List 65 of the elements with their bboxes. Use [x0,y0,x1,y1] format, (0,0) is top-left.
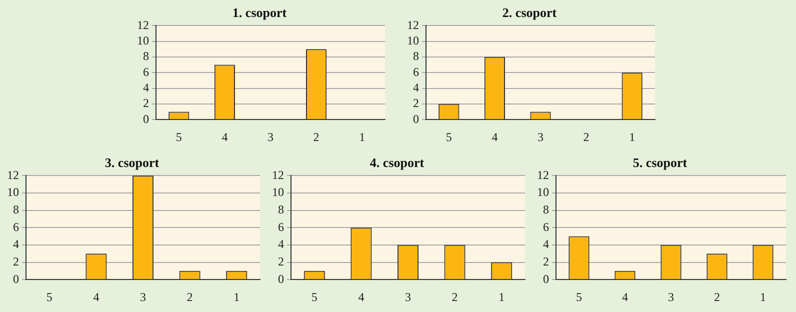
y-tick-label: 6 [413,64,419,79]
y-tick-label: 8 [13,202,19,216]
x-tick-label: 2 [714,290,720,304]
y-tick-label: 4 [413,80,419,94]
y-tick-label: 12 [272,168,284,182]
x-tick-label: 5 [446,130,452,144]
x-tick-label: 5 [176,130,182,144]
y-tick-label: 12 [7,168,19,182]
y-tick-label: 4 [143,80,149,94]
x-tick-label: 5 [46,290,52,304]
y-tick-label: 6 [13,220,19,234]
y-tick-label: 2 [413,96,419,110]
y-tick-label: 10 [7,185,19,200]
x-tick-label: 3 [140,290,146,304]
x-tick-label: 4 [492,130,498,144]
x-tick-label: 2 [583,130,590,144]
x-tick-label: 4 [358,290,364,304]
y-tick-label: 10 [407,33,419,48]
y-tick-label: 4 [13,237,19,252]
y-tick-label: 2 [13,254,19,268]
y-tick-label: 6 [143,64,149,79]
y-tick-label: 2 [143,96,149,110]
y-tick-label: 8 [543,202,549,216]
x-tick-label: 1 [498,290,505,304]
y-tick-label: 4 [278,237,284,252]
y-tick-label: 10 [137,33,149,48]
y-tick-label: 12 [407,18,419,32]
x-tick-label: 1 [760,290,766,304]
x-tick-label: 3 [268,130,274,144]
y-tick-label: 0 [543,272,549,286]
y-tick-label: 2 [543,254,549,268]
x-tick-label: 4 [622,290,628,304]
x-tick-label: 3 [538,130,544,144]
y-tick-label: 4 [543,237,549,252]
x-tick-label: 2 [186,290,193,304]
chart-title: 5. csoport [632,155,688,170]
x-tick-label: 5 [311,290,318,304]
chart-title: 3. csoport [104,155,160,170]
y-tick-label: 10 [272,185,284,200]
x-tick-label: 3 [405,290,411,304]
y-tick-label: 0 [278,272,284,286]
y-tick-label: 0 [413,112,419,126]
y-tick-label: 8 [143,49,149,64]
y-tick-label: 0 [13,272,19,286]
x-tick-label: 5 [576,290,582,304]
y-tick-label: 2 [278,254,284,268]
x-tick-label: 2 [452,290,458,304]
x-tick-label: 4 [93,290,100,304]
chart-title: 1. csoport [232,5,288,20]
chart-title: 4. csoport [370,155,425,170]
y-tick-label: 10 [537,185,549,200]
x-tick-label: 1 [629,130,636,144]
x-tick-label: 2 [313,130,320,144]
y-tick-label: 12 [137,18,149,32]
x-tick-label: 3 [668,290,674,304]
x-tick-label: 1 [359,130,366,144]
y-tick-label: 0 [143,112,149,126]
x-tick-label: 4 [222,130,228,144]
y-tick-label: 8 [413,49,419,64]
y-tick-label: 12 [537,168,549,182]
y-tick-label: 8 [278,202,284,216]
x-tick-label: 1 [234,290,240,304]
y-tick-label: 6 [543,220,549,234]
y-tick-label: 6 [278,220,284,234]
chart-title: 2. csoport [502,5,558,20]
